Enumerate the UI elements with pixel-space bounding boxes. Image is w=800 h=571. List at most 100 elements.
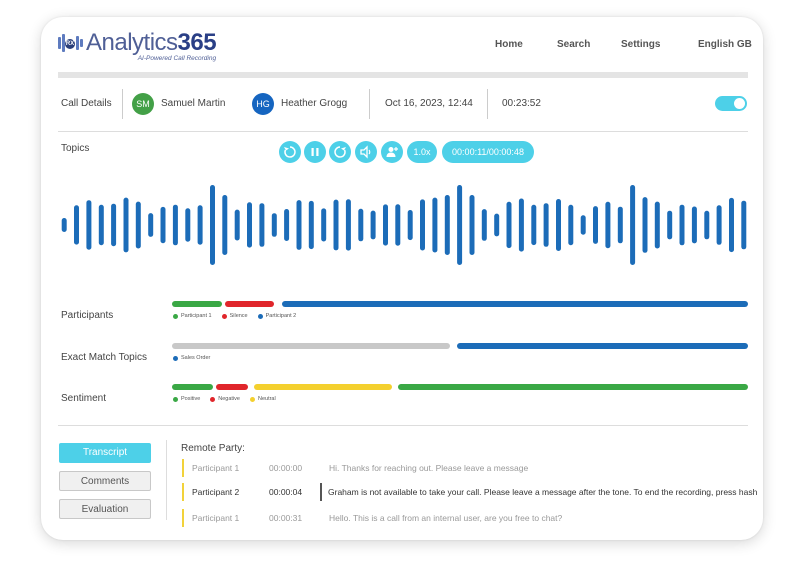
waveform-bar	[729, 197, 734, 253]
timestamp: 00:00:00	[269, 463, 303, 473]
waveform-bar	[321, 208, 327, 242]
comments-tab[interactable]: Comments	[59, 471, 151, 491]
waveform-bar	[172, 204, 178, 246]
waveform-bar	[568, 204, 574, 246]
transcript-row[interactable]: Participant 1 00:00:31 Hello. This is a …	[182, 509, 742, 527]
legend-negative: Negative	[218, 396, 240, 402]
waveform-bar	[358, 208, 364, 242]
divider	[166, 440, 167, 520]
participants-label: Participants	[61, 310, 114, 321]
volume-button[interactable]	[355, 141, 377, 163]
no-topic-segment[interactable]	[172, 343, 450, 349]
participant-name-2: Heather Grogg	[281, 98, 348, 109]
waveform-bar	[86, 200, 92, 250]
add-user-button[interactable]	[381, 141, 403, 163]
waveform-bar	[531, 204, 537, 246]
volume-icon	[360, 145, 371, 159]
message: Hello. This is a call from an internal u…	[329, 513, 563, 523]
brand-tagline: AI-Powered Call Recording	[137, 55, 217, 62]
section-divider	[58, 131, 748, 132]
legend-positive: Positive	[181, 396, 201, 402]
avatar-samuel: SM	[132, 93, 154, 115]
sentiment-label: Sentiment	[61, 393, 107, 404]
silence-segment[interactable]	[225, 301, 274, 307]
waveform-bar	[395, 204, 401, 246]
nav-home[interactable]: Home	[495, 39, 523, 50]
divider	[369, 89, 370, 119]
pause-button[interactable]	[304, 141, 326, 163]
waveform-bar	[284, 209, 290, 241]
call-duration: 00:23:52	[502, 98, 541, 109]
message: Graham is not available to take your cal…	[320, 483, 757, 501]
main-card	[41, 17, 763, 540]
row-accent	[182, 509, 184, 527]
sales-order-segment[interactable]	[457, 343, 748, 349]
add-user-icon	[386, 147, 398, 157]
topics-legend: Sales Order	[173, 355, 220, 361]
waveform-bar	[333, 199, 339, 251]
waveform-bar	[234, 209, 240, 241]
timestamp: 00:00:31	[269, 513, 303, 523]
waveform-bar	[457, 185, 463, 265]
audio-waveform[interactable]	[58, 170, 750, 280]
waveform-bar	[160, 206, 166, 244]
waveform-bar	[444, 195, 450, 255]
playback-time: 00:00:11/00:00:48	[442, 141, 534, 163]
logo-icon: RX	[58, 32, 84, 54]
avatar-heather: HG	[252, 93, 274, 115]
transcript-row[interactable]: Participant 1 00:00:00 Hi. Thanks for re…	[182, 459, 742, 477]
participants-legend: Participant 1 Silence Participant 2	[173, 313, 306, 319]
rewind-button[interactable]	[279, 141, 301, 163]
nav-search[interactable]: Search	[557, 39, 591, 50]
nav-language[interactable]: English GB	[698, 39, 752, 50]
participant-1-segment[interactable]	[172, 301, 222, 307]
waveform-bar	[704, 210, 710, 240]
details-toggle[interactable]	[715, 96, 747, 111]
positive-segment[interactable]	[172, 384, 213, 390]
nav-settings[interactable]: Settings	[621, 39, 661, 50]
waveform-bar	[630, 185, 636, 265]
section-divider	[58, 425, 748, 426]
waveform-bar	[543, 203, 549, 247]
remote-party-heading: Remote Party:	[181, 443, 245, 454]
row-accent	[182, 483, 184, 501]
speed-button[interactable]: 1.0x	[407, 141, 437, 163]
waveform-bar	[111, 203, 117, 247]
waveform-bar	[259, 203, 265, 247]
waveform-bar	[556, 199, 561, 251]
forward-button[interactable]	[329, 141, 351, 163]
brand-logo[interactable]: RX Analytics365 AI-Powered Call Recordin…	[58, 29, 217, 62]
brand-name: Analytics365	[86, 29, 217, 56]
negative-segment[interactable]	[216, 384, 248, 390]
evaluation-tab[interactable]: Evaluation	[59, 499, 151, 519]
neutral-segment[interactable]	[254, 384, 392, 390]
rewind-icon	[284, 146, 296, 158]
waveform-bar	[518, 198, 524, 252]
waveform-bar	[481, 209, 487, 241]
waveform-bar	[98, 204, 104, 246]
waveform-bar	[494, 213, 500, 237]
divider	[122, 89, 123, 119]
positive-segment[interactable]	[398, 384, 748, 390]
transcript-row[interactable]: Participant 2 00:00:04 Graham is not ava…	[182, 483, 757, 501]
waveform-bar	[432, 197, 438, 253]
call-details-label: Call Details	[61, 98, 112, 109]
waveform-bar	[197, 205, 203, 245]
participant-2-segment[interactable]	[282, 301, 748, 307]
speaker: Participant 1	[192, 463, 240, 473]
waveform-bar	[210, 185, 215, 265]
toggle-knob	[734, 98, 745, 109]
legend-sales-order: Sales Order	[181, 355, 211, 361]
waveform-bar	[741, 200, 747, 250]
waveform-bar	[185, 208, 191, 242]
waveform-bar	[605, 201, 611, 249]
waveform-bar	[593, 206, 598, 244]
transcript-tab[interactable]: Transcript	[59, 443, 151, 463]
forward-icon	[334, 146, 346, 158]
topics-label: Topics	[61, 143, 90, 154]
header-divider	[58, 72, 748, 78]
legend-participant-1: Participant 1	[181, 313, 212, 319]
waveform-bar	[135, 201, 141, 249]
waveform-bar	[222, 195, 228, 255]
legend-participant-2: Participant 2	[265, 313, 297, 319]
